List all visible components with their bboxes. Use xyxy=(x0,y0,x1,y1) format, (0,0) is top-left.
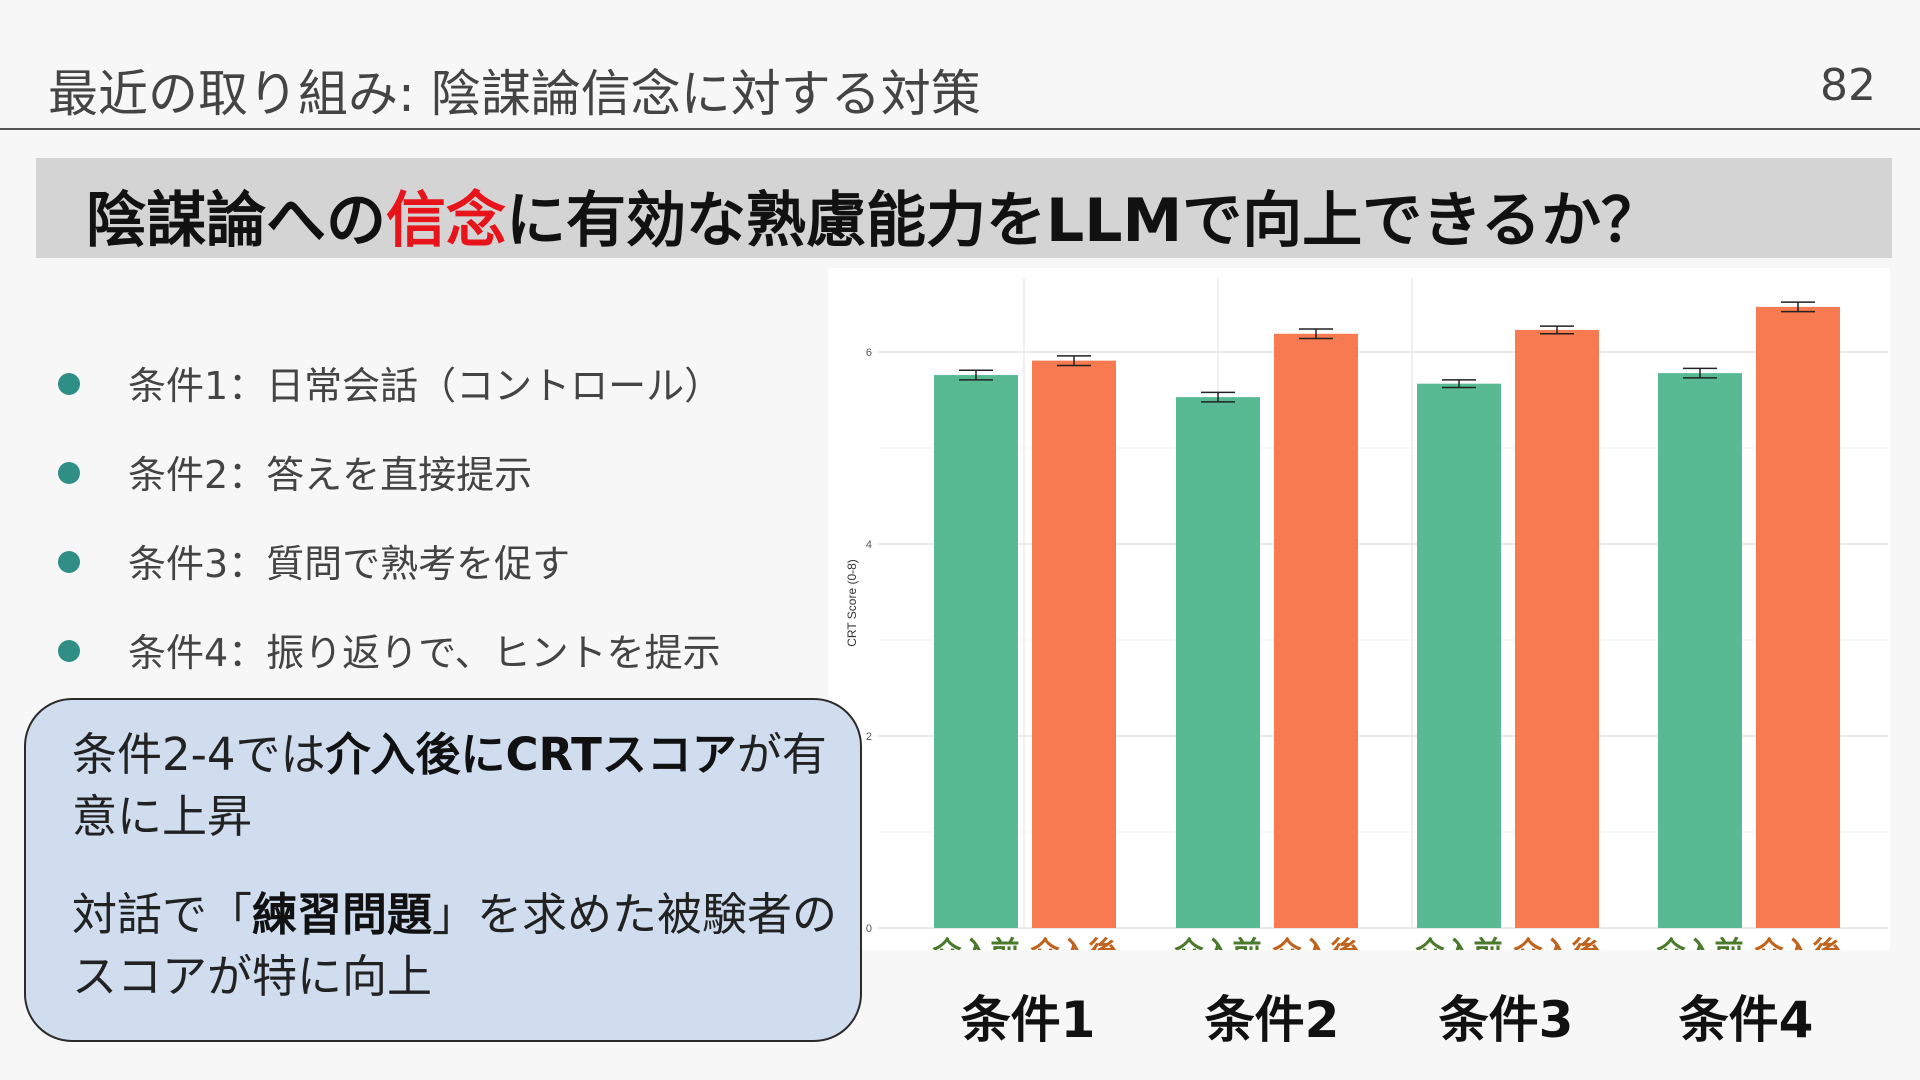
chart-bar xyxy=(1515,329,1599,928)
bullet-dot-icon xyxy=(58,373,80,395)
condition-list: 条件1：日常会話（コントロール） 条件2：答えを直接提示 条件3：質問で熟考を促… xyxy=(56,355,836,711)
condition-label: 条件4 xyxy=(1678,991,1814,1049)
callout-paragraph: 対話で「練習問題」を求めた被験者のスコアが特に向上 xyxy=(72,884,840,1008)
list-item-text: 条件3：質問で熟考を促す xyxy=(128,542,571,586)
bar-label: 介入前 xyxy=(1414,935,1502,950)
callout-paragraph: 条件2-4では介入後にCRTスコアが有意に上昇 xyxy=(72,724,840,848)
chart-bar xyxy=(1417,383,1501,928)
bullet-dot-icon xyxy=(58,462,80,484)
y-tick-label: 0 xyxy=(866,923,872,935)
y-axis-label: CRT Score (0-8) xyxy=(845,559,859,647)
callout-text: 対話で「 xyxy=(72,888,253,941)
bar-label: 介入後 xyxy=(1512,935,1601,950)
list-item-text: 条件1：日常会話（コントロール） xyxy=(128,364,723,408)
bar-label: 介入前 xyxy=(1173,935,1261,950)
callout-emphasis: 介入後にCRTスコア xyxy=(325,728,737,781)
chart-bar xyxy=(1176,397,1260,928)
banner-title-highlight: 信念 xyxy=(386,186,506,256)
page-number: 82 xyxy=(1820,60,1876,111)
list-item: 条件4：振り返りで、ヒントを提示 xyxy=(56,622,836,711)
chart-bar xyxy=(1658,373,1742,928)
bar-label: 介入前 xyxy=(931,935,1019,950)
chart-bar xyxy=(934,375,1018,928)
list-item: 条件2：答えを直接提示 xyxy=(56,444,836,533)
slide-banner: 陰謀論への信念に有効な熟慮能力をLLMで向上できるか？ xyxy=(36,158,1892,258)
callout-text: 条件2-4では xyxy=(72,728,326,781)
condition-label: 条件1 xyxy=(960,991,1096,1049)
header-rule xyxy=(0,128,1920,130)
bullet-dot-icon xyxy=(58,551,80,573)
condition-label: 条件2 xyxy=(1204,991,1340,1049)
condition-label: 条件3 xyxy=(1438,991,1574,1049)
header-title: 最近の取り組み: 陰謀論信念に対する対策 xyxy=(48,65,981,123)
y-tick-label: 2 xyxy=(866,731,872,743)
banner-title-suffix: に有効な熟慮能力をLLMで向上できるか？ xyxy=(506,186,1661,256)
callout-text: が有意に上昇 xyxy=(72,728,827,843)
bar-label: 介入後 xyxy=(1271,935,1360,950)
callout-emphasis: 練習問題 xyxy=(252,888,433,941)
list-item: 条件1：日常会話（コントロール） xyxy=(56,355,836,444)
list-item-text: 条件2：答えを直接提示 xyxy=(128,453,533,497)
callout-text: 」を求めた被験者のスコアが特に向上 xyxy=(72,888,838,1003)
summary-callout: 条件2-4では介入後にCRTスコアが有意に上昇 対話で「練習問題」を求めた被験者… xyxy=(24,698,862,1042)
chart-bar xyxy=(1032,360,1116,928)
banner-title-prefix: 陰謀論への xyxy=(86,186,386,256)
y-tick-label: 6 xyxy=(866,347,872,359)
banner-title: 陰謀論への信念に有効な熟慮能力をLLMで向上できるか？ xyxy=(86,172,1661,259)
chart-bar xyxy=(1274,333,1358,928)
bullet-dot-icon xyxy=(58,640,80,662)
bar-label: 介入前 xyxy=(1655,935,1743,950)
list-item: 条件3：質問で熟考を促す xyxy=(56,533,836,622)
list-item-text: 条件4：振り返りで、ヒントを提示 xyxy=(128,631,721,675)
chart-bar xyxy=(1756,306,1840,928)
y-tick-label: 4 xyxy=(866,539,872,551)
bar-label: 介入後 xyxy=(1029,935,1118,950)
bar-label: 介入後 xyxy=(1753,935,1842,950)
